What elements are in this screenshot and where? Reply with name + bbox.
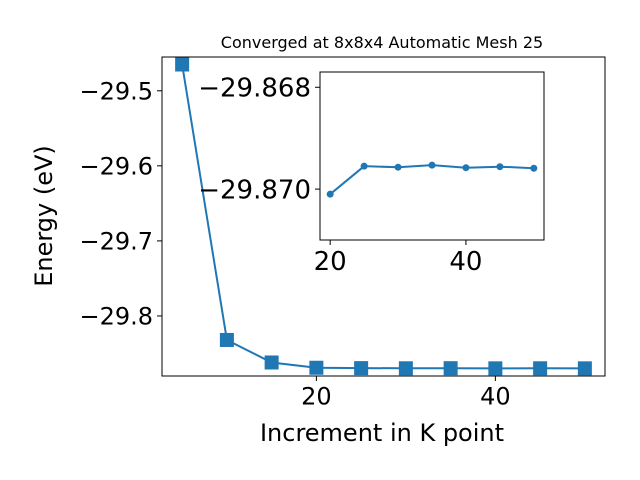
inset-plot: −29.870−29.868 20 40 xyxy=(198,71,545,277)
main-y-ticks: −29.5 −29.6 −29.7 −29.8 xyxy=(79,77,162,331)
main-series-line xyxy=(181,64,585,370)
main-x-ticks: 20 40 xyxy=(301,376,511,410)
x-tick-label: 20 xyxy=(314,247,347,277)
x-tick-label: 40 xyxy=(449,247,482,277)
data-point xyxy=(360,162,368,170)
y-tick-label: −29.8 xyxy=(79,303,153,331)
data-point xyxy=(530,164,538,172)
inset-plot-frame xyxy=(319,71,545,241)
data-point xyxy=(488,361,503,376)
inset-plot-background xyxy=(320,72,544,240)
y-tick-label: −29.868 xyxy=(198,74,311,104)
main-series-markers xyxy=(175,57,592,376)
x-tick-label: 40 xyxy=(480,382,511,410)
data-point xyxy=(398,361,413,376)
data-point xyxy=(443,361,458,376)
data-point xyxy=(428,161,436,169)
data-point xyxy=(219,332,234,347)
y-axis-label: Energy (eV) xyxy=(30,145,58,287)
inset-series-markers xyxy=(326,161,538,198)
data-point xyxy=(326,190,334,198)
data-point xyxy=(309,360,324,375)
inset-y-ticks: −29.870 −29.868 xyxy=(198,74,320,205)
y-tick-label: −29.870 xyxy=(198,175,311,205)
data-point xyxy=(175,57,190,72)
chart-title: Converged at 8x8x4 Automatic Mesh 25 xyxy=(221,33,543,52)
inset-x-ticks: 20 40 xyxy=(314,240,482,277)
main-plot-frame xyxy=(161,56,606,377)
main-plot: −29.5−29.6−29.7−29.8 20 40 Increment in K… xyxy=(30,56,606,447)
data-point xyxy=(354,361,369,376)
data-point xyxy=(577,361,592,376)
data-point xyxy=(264,355,279,370)
x-tick-label: 20 xyxy=(301,382,332,410)
y-tick-label: −29.6 xyxy=(79,152,153,180)
y-tick-label: −29.7 xyxy=(79,228,153,256)
data-point xyxy=(496,163,504,171)
data-point xyxy=(462,164,470,172)
x-axis-label: Increment in K point xyxy=(260,419,504,447)
data-point xyxy=(533,361,548,376)
y-tick-label: −29.5 xyxy=(79,77,153,105)
data-point xyxy=(394,163,402,171)
